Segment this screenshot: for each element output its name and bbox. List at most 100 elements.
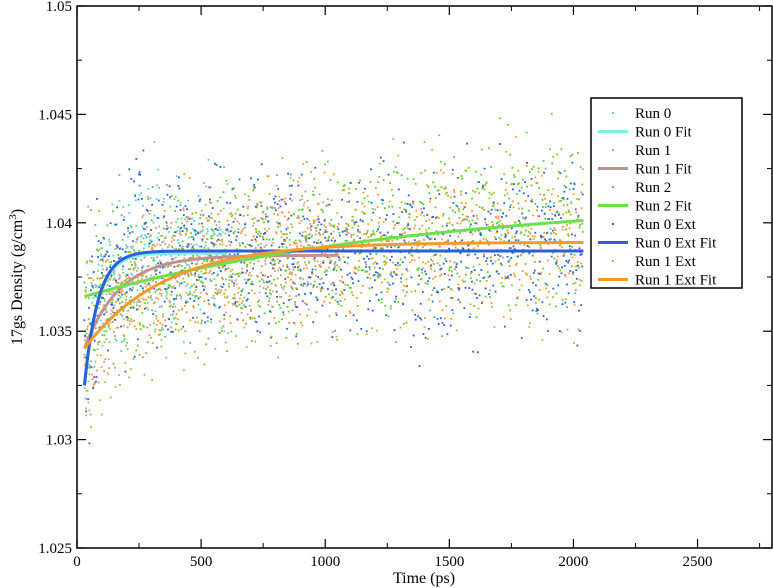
data-point [275, 184, 278, 187]
data-point [136, 289, 139, 292]
data-point [461, 279, 464, 282]
data-point [288, 322, 290, 324]
data-point [262, 287, 265, 289]
data-point [251, 283, 254, 286]
data-point [488, 293, 490, 295]
data-point [492, 204, 495, 207]
data-point [88, 364, 91, 366]
data-point [268, 322, 270, 325]
data-point [129, 303, 132, 305]
data-point [467, 244, 470, 247]
data-point [448, 278, 451, 281]
data-point [293, 257, 296, 260]
data-point [118, 199, 121, 202]
data-point [147, 188, 150, 190]
data-point [330, 297, 333, 300]
data-point [462, 208, 465, 210]
data-point [460, 190, 462, 193]
data-point [549, 227, 552, 230]
data-point [109, 321, 112, 324]
data-point [325, 248, 328, 250]
data-point [173, 265, 176, 268]
data-point [206, 228, 209, 230]
data-point [148, 282, 150, 285]
data-point [292, 257, 294, 260]
data-point [179, 244, 181, 247]
data-point [403, 239, 406, 242]
data-point [406, 285, 408, 287]
data-point [508, 265, 511, 267]
data-point [150, 219, 153, 222]
data-point [464, 280, 466, 283]
data-point [396, 238, 399, 241]
data-point [396, 171, 399, 174]
data-point [434, 253, 437, 256]
data-point [249, 316, 252, 319]
data-point [329, 261, 332, 264]
data-point [311, 245, 314, 247]
data-point [315, 311, 318, 314]
data-point [426, 280, 429, 283]
data-point [145, 221, 147, 224]
data-point [236, 253, 239, 255]
data-point [386, 291, 389, 293]
data-point [367, 242, 370, 245]
data-point [154, 310, 157, 312]
data-point [450, 270, 453, 273]
data-point [233, 282, 235, 285]
data-point [259, 235, 262, 238]
data-point [286, 237, 288, 239]
data-point [202, 289, 205, 292]
data-point [328, 293, 330, 296]
data-point [358, 181, 360, 184]
data-point [145, 275, 148, 278]
data-point [287, 257, 289, 259]
data-point [107, 279, 109, 282]
data-point [400, 174, 403, 177]
data-point [313, 220, 316, 223]
data-point [316, 218, 318, 221]
data-point [87, 380, 90, 383]
data-point [476, 279, 478, 281]
data-point [329, 179, 332, 181]
data-point [308, 237, 311, 240]
data-point [489, 212, 492, 215]
data-point [224, 232, 227, 235]
data-point [138, 194, 141, 196]
data-point [212, 260, 215, 262]
data-point [245, 271, 247, 274]
data-point [164, 265, 167, 267]
data-point [448, 221, 451, 224]
data-point [526, 245, 529, 247]
data-point [246, 265, 248, 268]
data-point [279, 222, 282, 225]
data-point [123, 293, 126, 295]
data-point [108, 290, 111, 293]
data-point [204, 285, 206, 288]
data-point [322, 282, 325, 284]
data-point [515, 232, 518, 235]
data-point [437, 323, 440, 325]
data-point [149, 284, 151, 287]
data-point [518, 278, 521, 281]
data-point [236, 301, 239, 303]
data-point [223, 166, 225, 168]
data-point [87, 401, 90, 404]
data-point [566, 283, 568, 286]
data-point [90, 426, 92, 429]
data-point [97, 240, 100, 242]
data-point [357, 228, 359, 231]
data-point [554, 214, 556, 217]
data-point [508, 258, 511, 261]
data-point [372, 230, 375, 232]
data-point [227, 332, 229, 334]
data-point [560, 199, 562, 202]
data-point [382, 247, 384, 250]
data-point [556, 264, 559, 267]
data-point [127, 235, 129, 238]
data-point [440, 317, 442, 320]
data-point [568, 272, 571, 275]
data-point [332, 230, 335, 233]
data-point [89, 321, 92, 324]
data-point [155, 317, 158, 320]
